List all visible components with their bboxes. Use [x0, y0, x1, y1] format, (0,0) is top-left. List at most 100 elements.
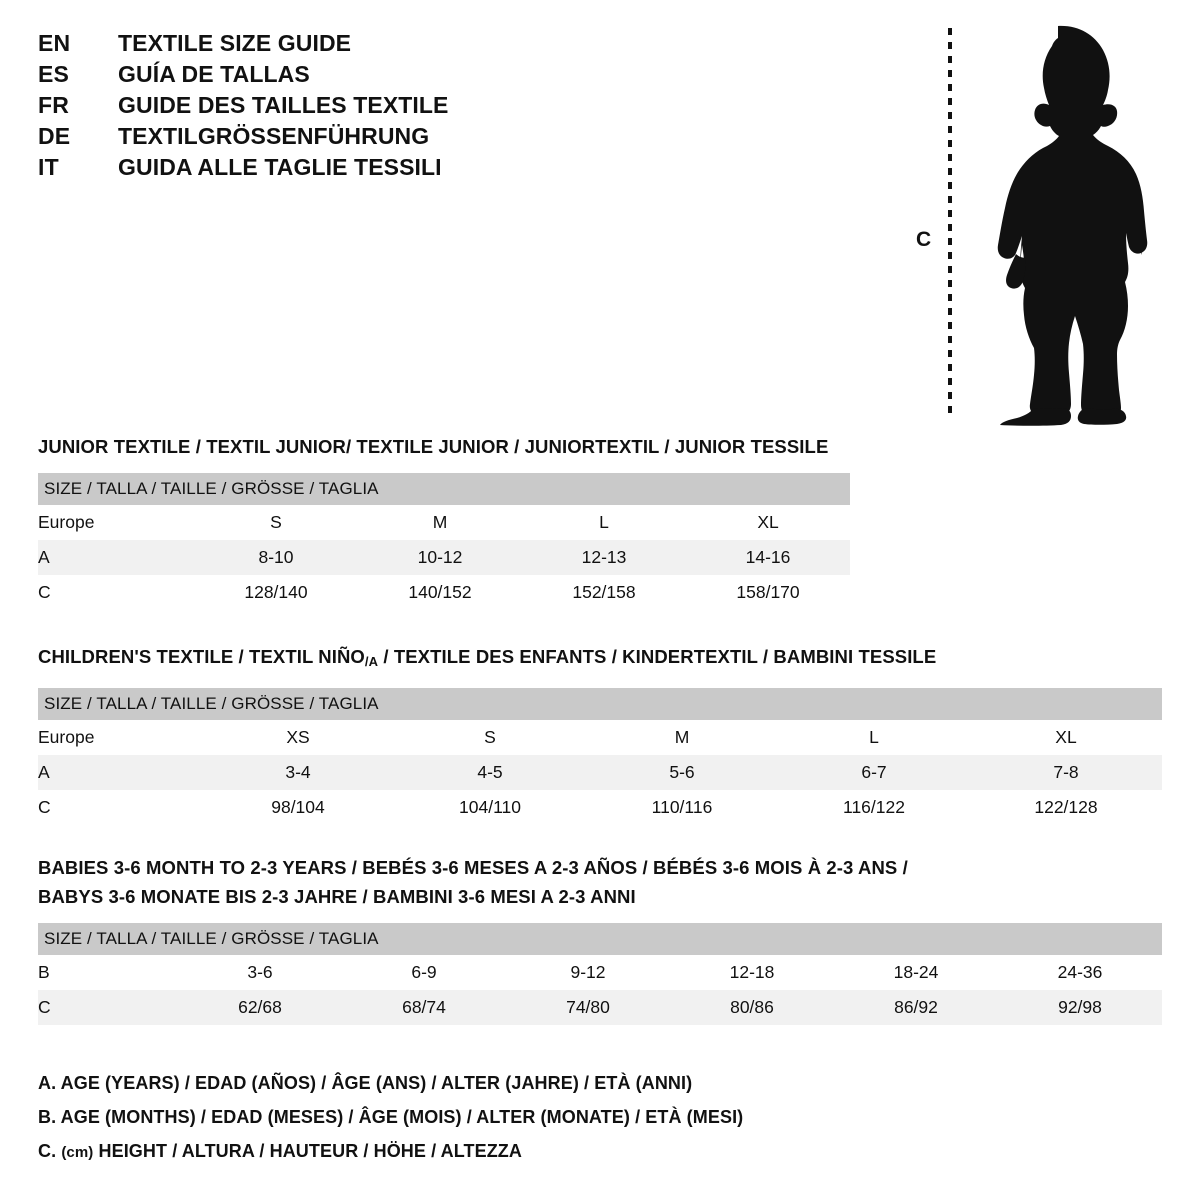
- toddler-silhouette-icon: [997, 25, 1148, 426]
- babies-cell-c-0: 62/68: [178, 990, 342, 1025]
- table-row: C 62/68 68/74 74/80 80/86 86/92 92/98: [38, 990, 1162, 1025]
- junior-row-label-europe: Europe: [38, 512, 95, 532]
- language-row-de: DE TEXTILGRÖSSENFÜHRUNG: [38, 123, 558, 154]
- junior-cell-c-2: 152/158: [572, 582, 636, 602]
- language-code-de: DE: [38, 123, 71, 149]
- language-title-fr: GUIDE DES TAILLES TEXTILE: [118, 92, 449, 118]
- children-cell-c-0: 98/104: [271, 797, 325, 817]
- babies-cell-c-4: 86/92: [834, 990, 998, 1025]
- height-measure-label: C: [916, 228, 932, 251]
- children-cell-a-0: 3-4: [202, 755, 394, 790]
- section-children-title: CHILDREN'S TEXTILE / TEXTIL NIÑO/A / TEX…: [38, 642, 1162, 676]
- section-children-title-pre: CHILDREN'S TEXTILE / TEXTIL NIÑO: [38, 646, 365, 667]
- babies-cell-c-5: 92/98: [998, 990, 1162, 1025]
- table-row: A 3-4 4-5 5-6 6-7 7-8: [38, 755, 1162, 790]
- table-row: Europe S M L XL: [38, 505, 850, 540]
- junior-header-bar-label: SIZE / TALLA / TAILLE / GRÖSSE / TAGLIA: [38, 473, 851, 505]
- babies-cell-b-2: 9-12: [570, 962, 606, 982]
- junior-cell-c-1: 140/152: [408, 582, 472, 602]
- language-code-it: IT: [38, 154, 59, 180]
- babies-cell-b-4: 18-24: [893, 962, 939, 982]
- junior-cell-a-0: 8-10: [194, 540, 358, 575]
- children-cell-c-1: 104/110: [459, 797, 521, 817]
- children-cell-a-1: 4-5: [394, 755, 586, 790]
- section-babies-title-line1: BABIES 3-6 MONTH TO 2-3 YEARS / BEBÉS 3-…: [38, 857, 908, 878]
- children-table-header-bar: SIZE / TALLA / TAILLE / GRÖSSE / TAGLIA: [38, 688, 1162, 720]
- table-row: A 8-10 10-12 12-13 14-16: [38, 540, 851, 575]
- babies-cell-b-1: 6-9: [411, 962, 437, 982]
- section-junior: JUNIOR TEXTILE / TEXTIL JUNIOR/ TEXTILE …: [38, 432, 851, 610]
- language-title-es: GUÍA DE TALLAS: [118, 61, 310, 87]
- junior-cell-europe-2: L: [599, 512, 609, 532]
- babies-size-table: SIZE / TALLA / TAILLE / GRÖSSE / TAGLIA …: [38, 923, 1162, 1025]
- junior-cell-europe-3: XL: [757, 512, 779, 532]
- babies-cell-b-0: 3-6: [247, 962, 273, 982]
- language-row-fr: FR GUIDE DES TAILLES TEXTILE: [38, 92, 558, 123]
- children-cell-c-3: 116/122: [843, 797, 905, 817]
- junior-row-label-a: A: [38, 540, 194, 575]
- section-children-title-post: / TEXTILE DES ENFANTS / KINDERTEXTIL / B…: [378, 646, 937, 667]
- language-code-fr: FR: [38, 92, 70, 118]
- table-row: Europe XS S M L XL: [38, 720, 1162, 755]
- junior-cell-europe-1: M: [432, 512, 448, 532]
- language-title-it: GUIDA ALLE TAGLIE TESSILI: [118, 154, 442, 180]
- section-babies: BABIES 3-6 MONTH TO 2-3 YEARS / BEBÉS 3-…: [38, 853, 1162, 1025]
- legend-block: A. AGE (YEARS) / EDAD (AÑOS) / ÂGE (ANS)…: [38, 1066, 938, 1170]
- legend-line-c: C. (cm) HEIGHT / ALTURA / HAUTEUR / HÖHE…: [38, 1134, 938, 1170]
- legend-line-c-post: HEIGHT / ALTURA / HAUTEUR / HÖHE / ALTEZ…: [93, 1141, 522, 1161]
- babies-table-header-bar: SIZE / TALLA / TAILLE / GRÖSSE / TAGLIA: [38, 923, 1162, 955]
- junior-row-label-c: C: [38, 582, 51, 602]
- children-cell-a-2: 5-6: [586, 755, 778, 790]
- children-size-table: SIZE / TALLA / TAILLE / GRÖSSE / TAGLIA …: [38, 688, 1162, 825]
- children-row-label-c: C: [38, 797, 51, 817]
- section-junior-title: JUNIOR TEXTILE / TEXTIL JUNIOR/ TEXTILE …: [38, 436, 829, 457]
- table-row: C 98/104 104/110 110/116 116/122 122/128: [38, 790, 1162, 825]
- legend-line-b: B. AGE (MONTHS) / EDAD (MESES) / ÂGE (MO…: [38, 1107, 744, 1127]
- legend-line-a: A. AGE (YEARS) / EDAD (AÑOS) / ÂGE (ANS)…: [38, 1073, 693, 1093]
- children-cell-c-4: 122/128: [1034, 797, 1098, 817]
- babies-header-bar-label: SIZE / TALLA / TAILLE / GRÖSSE / TAGLIA: [38, 923, 1162, 955]
- children-cell-europe-4: XL: [1055, 727, 1077, 747]
- junior-size-table: SIZE / TALLA / TAILLE / GRÖSSE / TAGLIA …: [38, 473, 851, 610]
- table-row: C 128/140 140/152 152/158 158/170: [38, 575, 850, 610]
- junior-cell-c-0: 128/140: [244, 582, 308, 602]
- language-code-en: EN: [38, 30, 71, 56]
- junior-cell-a-3: 14-16: [686, 540, 851, 575]
- junior-cell-c-3: 158/170: [736, 582, 800, 602]
- height-measurement-figure: C: [890, 10, 1180, 430]
- children-cell-a-4: 7-8: [970, 755, 1162, 790]
- children-cell-europe-3: L: [869, 727, 879, 747]
- language-code-es: ES: [38, 61, 70, 87]
- language-row-en: EN TEXTILE SIZE GUIDE: [38, 30, 558, 61]
- children-cell-europe-0: XS: [286, 727, 310, 747]
- table-row: B 3-6 6-9 9-12 12-18 18-24 24-36: [38, 955, 1162, 990]
- language-title-de: TEXTILGRÖSSENFÜHRUNG: [118, 123, 430, 149]
- section-children: CHILDREN'S TEXTILE / TEXTIL NIÑO/A / TEX…: [38, 642, 1162, 825]
- children-row-label-europe: Europe: [38, 727, 95, 747]
- children-cell-c-2: 110/116: [651, 797, 713, 817]
- children-row-label-a: A: [38, 755, 202, 790]
- children-cell-europe-2: M: [674, 727, 690, 747]
- babies-cell-b-3: 12-18: [729, 962, 775, 982]
- children-header-bar-label: SIZE / TALLA / TAILLE / GRÖSSE / TAGLIA: [38, 688, 1162, 720]
- legend-line-c-pre: C.: [38, 1141, 62, 1161]
- children-cell-a-3: 6-7: [778, 755, 970, 790]
- junior-cell-a-1: 10-12: [358, 540, 522, 575]
- junior-table-header-bar: SIZE / TALLA / TAILLE / GRÖSSE / TAGLIA: [38, 473, 851, 505]
- babies-cell-c-1: 68/74: [342, 990, 506, 1025]
- language-header-block: EN TEXTILE SIZE GUIDE ES GUÍA DE TALLAS …: [38, 30, 558, 185]
- section-children-title-sub: /A: [364, 654, 379, 669]
- language-title-en: TEXTILE SIZE GUIDE: [118, 30, 352, 56]
- language-row-es: ES GUÍA DE TALLAS: [38, 61, 558, 92]
- babies-cell-c-3: 80/86: [670, 990, 834, 1025]
- legend-line-c-unit: (cm): [61, 1144, 94, 1161]
- babies-row-label-b: B: [38, 962, 50, 982]
- babies-cell-c-2: 74/80: [506, 990, 670, 1025]
- babies-cell-b-5: 24-36: [1057, 962, 1103, 982]
- language-row-it: IT GUIDA ALLE TAGLIE TESSILI: [38, 154, 558, 185]
- junior-cell-europe-0: S: [270, 512, 282, 532]
- babies-row-label-c: C: [38, 990, 178, 1025]
- junior-cell-a-2: 12-13: [522, 540, 686, 575]
- height-dashed-line: [948, 28, 952, 420]
- children-cell-europe-1: S: [484, 727, 496, 747]
